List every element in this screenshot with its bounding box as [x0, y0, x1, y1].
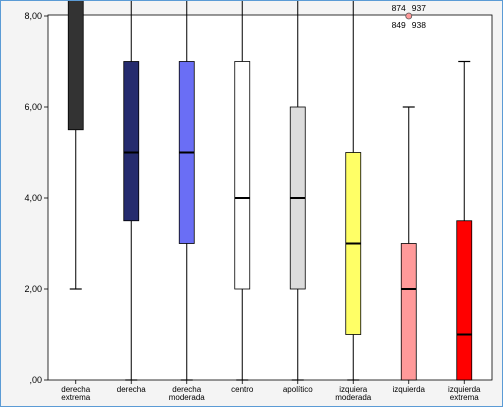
x-tick-label-3: centro: [231, 385, 254, 394]
plot-area: [47, 14, 493, 381]
x-tick-label-5: izquiera moderada: [335, 385, 372, 402]
x-tick-label-line: derecha: [172, 385, 201, 394]
box-6: [400, 243, 417, 381]
outlier-point-3: [405, 12, 413, 20]
x-tick-label-line: moderada: [335, 393, 372, 402]
x-tick-label-line: izquiera: [339, 385, 368, 394]
outlier-label: 874: [392, 3, 406, 13]
x-tick-label-1: derecha: [117, 385, 146, 394]
x-tick-label-2: derecha moderada: [169, 385, 206, 402]
x-tick-label-line: centro: [231, 385, 254, 394]
outlier-label: 937: [412, 3, 426, 13]
x-tick-label-6: izquierda: [393, 385, 426, 394]
y-tick-label-3: 6,00: [24, 102, 42, 112]
outlier-label: 849: [392, 20, 406, 30]
x-tick-label-line: extrema: [61, 393, 90, 402]
box-0: [67, 1, 84, 131]
y-tick-label-1: 2,00: [24, 284, 42, 294]
x-tick-label-line: apolítico: [283, 385, 313, 394]
x-tick-label-0: derecha extrema: [61, 385, 90, 402]
x-tick-label-line: moderada: [169, 393, 206, 402]
x-tick-label-4: apolítico: [283, 385, 313, 394]
y-tick-label-2: 4,00: [24, 193, 42, 203]
x-tick-label-line: derecha: [117, 385, 146, 394]
x-tick-label-line: izquierda: [393, 385, 426, 394]
box-3: [234, 61, 251, 290]
x-tick-label-line: derecha: [61, 385, 90, 394]
outlier-label: 938: [412, 20, 426, 30]
x-tick-label-line: extrema: [450, 393, 479, 402]
y-tick-label-4: 8,00: [24, 11, 42, 21]
box-7: [456, 220, 473, 381]
y-tick-label-0: ,00: [29, 375, 42, 385]
x-tick-label-line: izquierda: [448, 385, 481, 394]
x-tick-label-7: izquierda extrema: [448, 385, 481, 402]
box-1: [123, 61, 140, 222]
